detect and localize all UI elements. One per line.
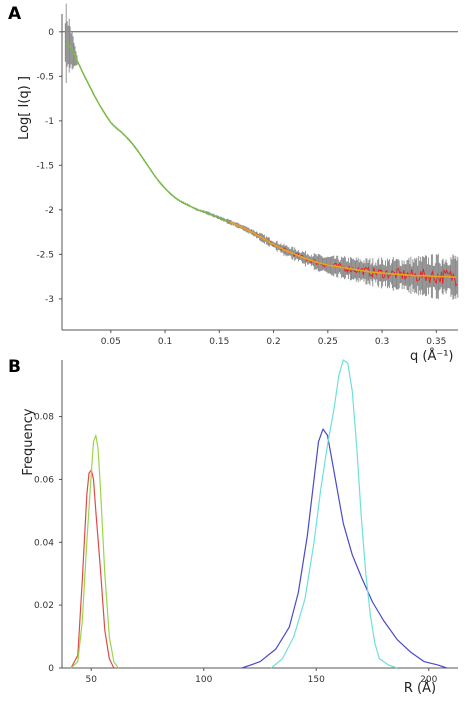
panel-a-ytick-label: 0 [48,28,54,38]
panel-b-ytick-label: 0.04 [34,538,54,548]
panel-b-plot: 0 0.02 0.04 0.06 0.08 50 100 150 200 [34,359,458,685]
panel-a-xtick-label: 0.35 [426,337,446,347]
panel-b-xtick-label: 150 [308,675,325,685]
panel-a-ytick-label: -3 [45,295,54,305]
panel-a-data-line [64,41,458,287]
panel-a-error-band [64,3,459,300]
panel-a-xtick-label: 0.05 [101,337,121,347]
panel-a-fit-green [64,41,456,278]
panel-b-ytick-label: 0.08 [34,413,54,423]
panel-b-ylabel: Frequency [21,408,36,475]
panel-a-plot: 0 -0.5 -1 -1.5 -2 -2.5 -3 0.05 0.1 0.15 0.2 0.25 0.3… [36,3,459,347]
panel-a-xtick-label: 0.3 [375,337,389,347]
panel-b-ytick-label: 0.06 [34,475,54,485]
panel-a-label: A [8,4,22,24]
panel-a-xlabel: q (Å⁻¹) [410,348,454,364]
panel-b-xlabel: R (Å) [404,680,436,696]
panel-b-series-line-4 [270,359,398,669]
panel-a-ytick-label: -1 [45,117,54,127]
panel-a-xtick-label: 0.1 [158,337,172,347]
panel-a-ytick-label: -2.5 [36,250,54,260]
panel-b-label: B [8,357,21,377]
panel-b-series-line-2 [70,434,119,669]
panel-b-ytick-label: 0.02 [34,601,54,611]
panel-a-ytick-label: -2 [45,206,54,216]
panel-b-ytick-label: 0 [48,664,54,674]
panel-a-xtick-label: 0.25 [318,337,338,347]
panel-b-series-line-3 [241,428,447,669]
panel-a-xtick-label: 0.15 [209,337,229,347]
panel-a-fit-orange [229,221,456,279]
panel-a-xtick-label: 0.2 [266,337,280,347]
panel-a-ytick-label: -1.5 [36,161,54,171]
panel-b-xtick-label: 200 [420,675,437,685]
panel-b-xtick-label: 50 [86,675,98,685]
panel-a-ylabel: Log[ I(q) ] [17,76,32,140]
panel-a-ytick-label: -0.5 [36,72,54,82]
panel-b-series-line-1 [70,469,115,669]
panel-b-xtick-label: 100 [195,675,212,685]
